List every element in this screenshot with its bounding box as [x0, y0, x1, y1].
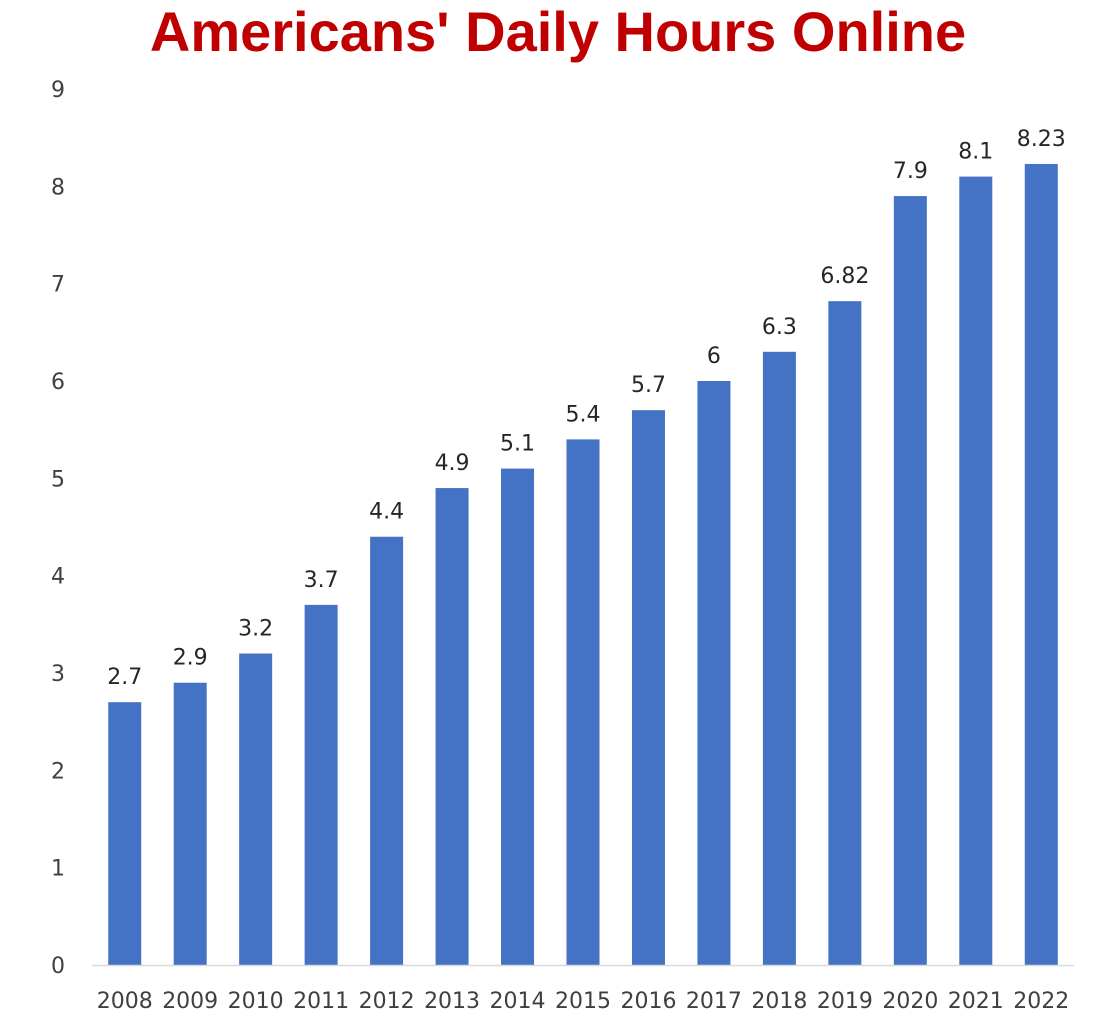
bar-series	[108, 163, 1058, 966]
data-label-2015: 5.4	[566, 402, 601, 427]
bar-2019	[828, 301, 862, 966]
data-label-2011: 3.7	[304, 568, 339, 593]
x-tick-label-2020: 2020	[882, 989, 938, 1014]
x-tick-label-2010: 2010	[228, 989, 284, 1014]
bar-2018	[762, 351, 796, 965]
bar-2022	[1024, 163, 1058, 966]
data-label-2018: 6.3	[762, 315, 797, 340]
data-label-2008: 2.7	[107, 665, 142, 690]
data-label-2009: 2.9	[173, 646, 208, 671]
bar-2014	[501, 468, 535, 965]
y-tick-label: 2	[51, 759, 65, 784]
bar-2010	[239, 653, 273, 965]
x-tick-label-2019: 2019	[817, 989, 873, 1014]
data-label-2022: 8.23	[1017, 127, 1066, 152]
x-tick-label-2008: 2008	[97, 989, 153, 1014]
bar-2009	[173, 682, 207, 965]
y-axis-ticks: 0 1 2 3 4 5 6 7 8 9	[51, 78, 65, 979]
data-label-2014: 5.1	[500, 432, 535, 457]
bar-2012	[370, 536, 404, 965]
x-tick-label-2009: 2009	[162, 989, 218, 1014]
x-tick-label-2021: 2021	[948, 989, 1004, 1014]
x-tick-label-2015: 2015	[555, 989, 611, 1014]
y-tick-label: 6	[51, 370, 65, 395]
x-tick-label-2018: 2018	[751, 989, 807, 1014]
data-label-2016: 5.7	[631, 373, 666, 398]
y-tick-label: 8	[51, 175, 65, 200]
y-tick-label: 0	[51, 954, 65, 979]
data-label-2021: 8.1	[958, 140, 993, 165]
bar-2017	[697, 381, 731, 965]
x-tick-label-2014: 2014	[490, 989, 546, 1014]
y-tick-label: 9	[51, 78, 65, 103]
bar-2011	[304, 604, 338, 965]
bar-2013	[435, 488, 469, 965]
y-tick-label: 3	[51, 662, 65, 687]
chart-title: Americans' Daily Hours Online	[149, 0, 967, 63]
x-tick-label-2022: 2022	[1013, 989, 1069, 1014]
y-tick-label: 4	[51, 565, 65, 590]
data-label-2020: 7.9	[893, 159, 928, 184]
data-label-2012: 4.4	[369, 500, 404, 525]
x-axis-ticks: 2008 2009 2010 2011 2012 2013 2014 2015 2016 2017…	[97, 989, 1070, 1014]
data-label-2013: 4.9	[435, 451, 470, 476]
data-label-2019: 6.82	[820, 264, 869, 289]
x-tick-label-2017: 2017	[686, 989, 742, 1014]
data-labels: 2.7 2.9 3.2 3.7 4.4 4.9 5.1 5.4 5.7 6 6.3 6.82 7.9 8.…	[107, 127, 1066, 690]
y-tick-label: 5	[51, 467, 65, 492]
bar-2015	[566, 439, 600, 965]
data-label-2017: 6	[707, 344, 721, 369]
y-tick-label: 7	[51, 273, 65, 298]
y-tick-label: 1	[51, 857, 65, 882]
bar-2008	[108, 702, 142, 965]
x-tick-label-2011: 2011	[293, 989, 349, 1014]
bar-2016	[631, 410, 665, 965]
x-tick-label-2013: 2013	[424, 989, 480, 1014]
bar-2020	[893, 196, 927, 966]
x-tick-label-2016: 2016	[620, 989, 676, 1014]
data-label-2010: 3.2	[238, 617, 273, 642]
x-tick-label-2012: 2012	[359, 989, 415, 1014]
bar-2021	[959, 176, 993, 966]
